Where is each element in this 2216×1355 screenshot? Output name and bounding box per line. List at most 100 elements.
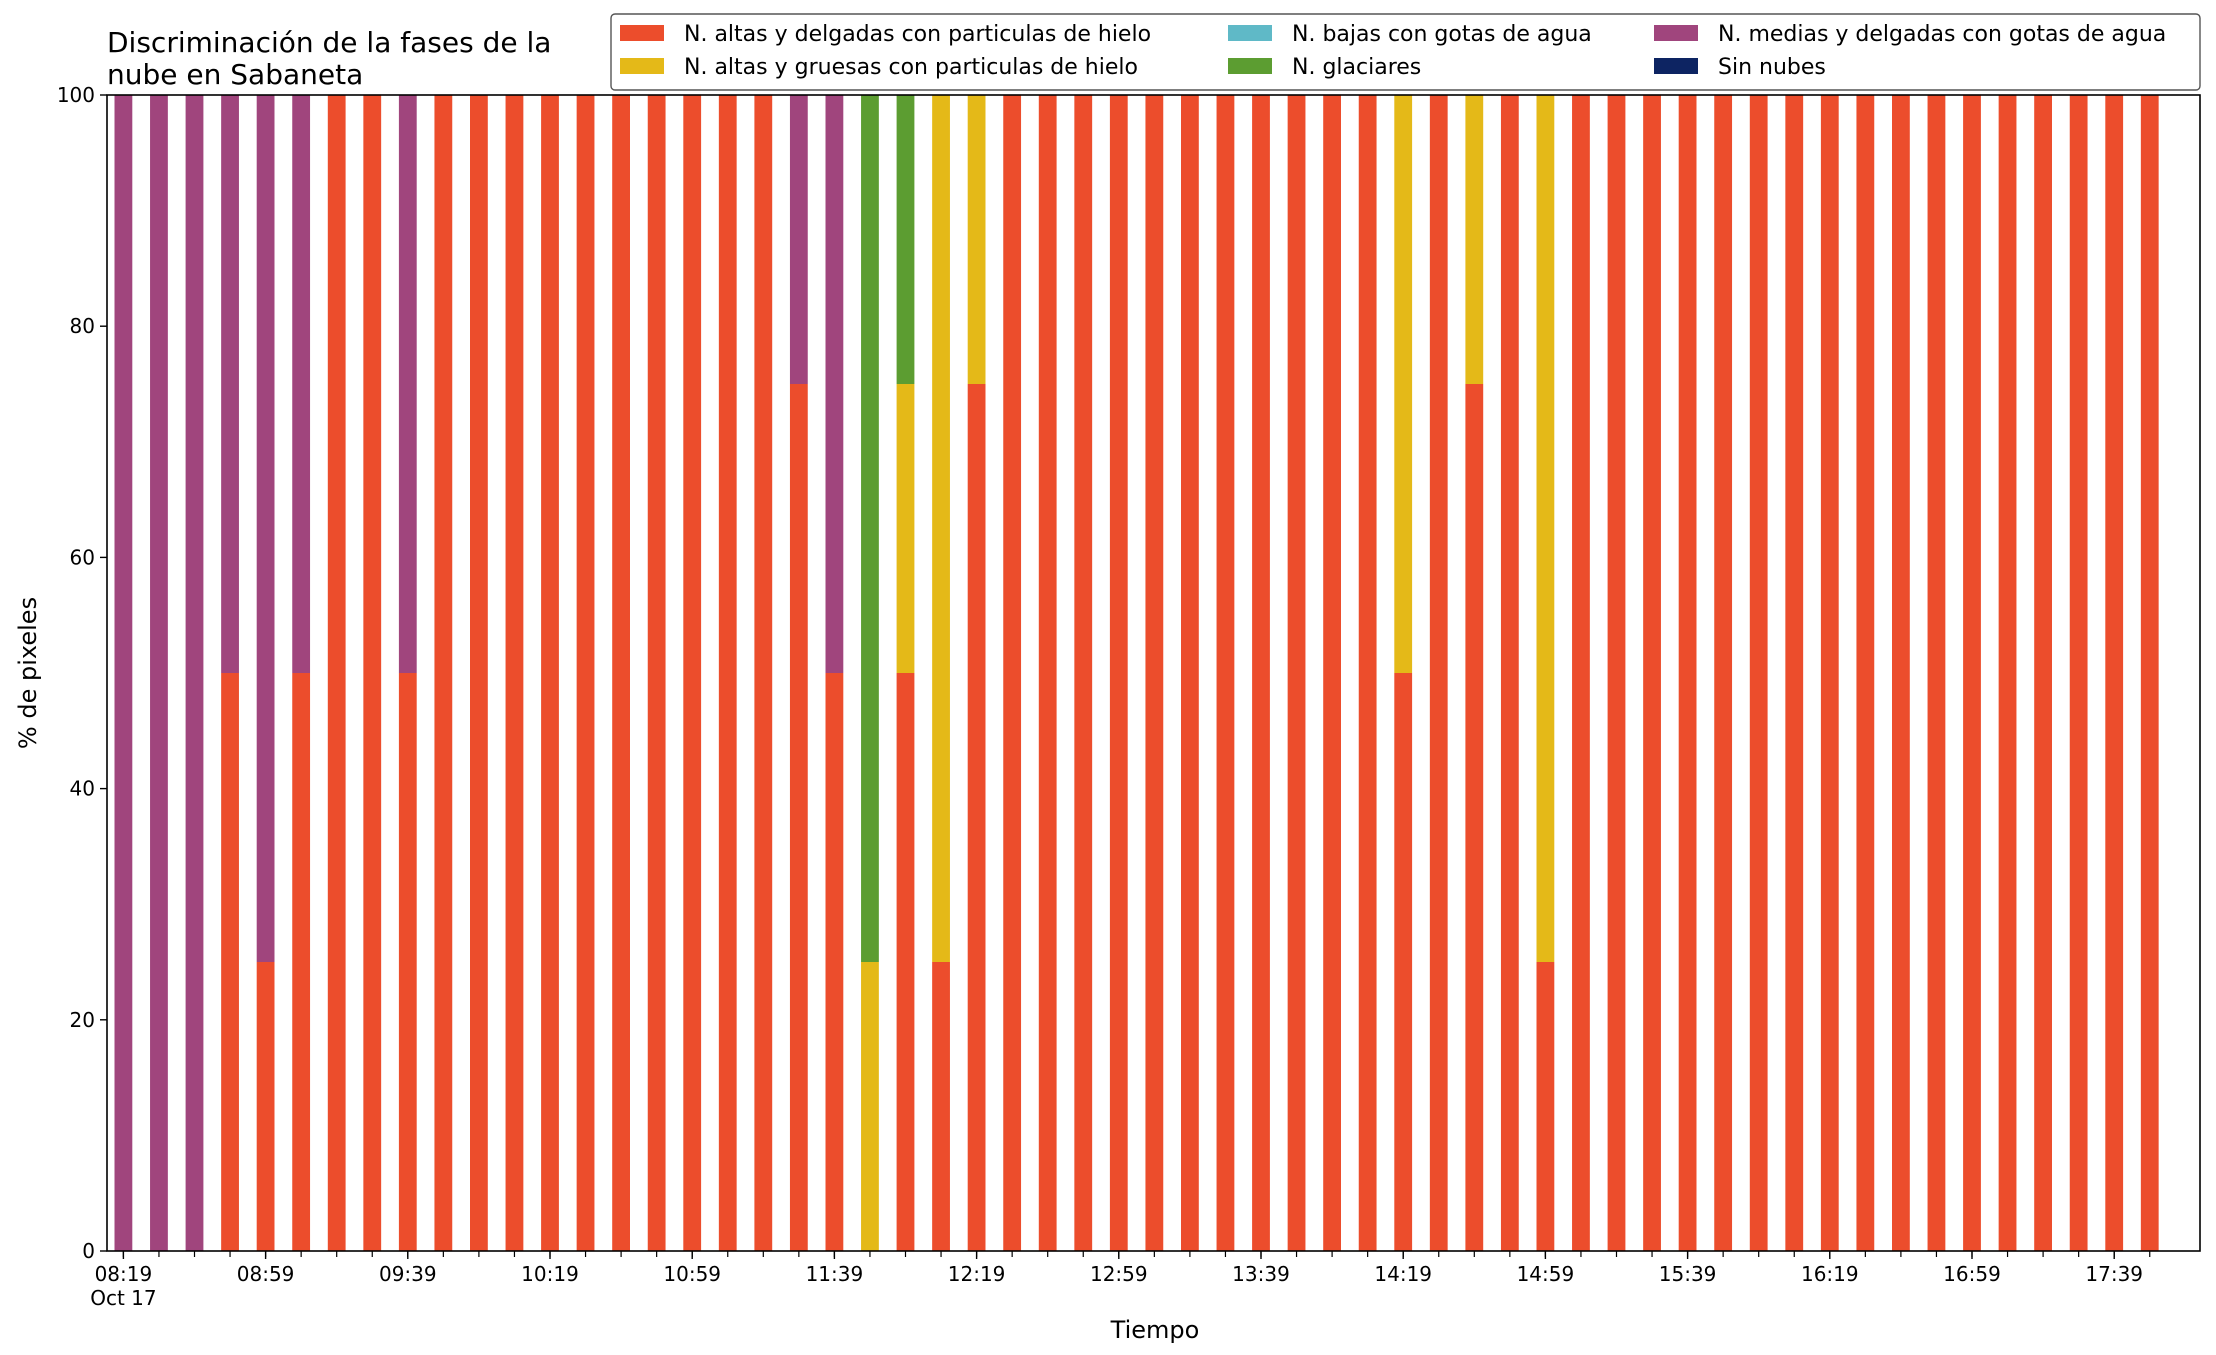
legend-label-3: N. glaciares — [1292, 55, 1421, 80]
bar-segment-28-series-0 — [1109, 95, 1128, 1251]
x-tick-label: 16:59 — [1943, 1262, 2001, 1286]
bar-segment-27-series-0 — [1074, 95, 1093, 1251]
bar-segment-4-series-4 — [256, 95, 275, 962]
bar-segment-3-series-0 — [221, 673, 239, 1251]
bar-segment-51-series-0 — [1927, 95, 1946, 1251]
bar-segment-3-series-4 — [221, 95, 239, 673]
x-tick-label: 10:59 — [663, 1262, 721, 1286]
bar-segment-36-series-1 — [1394, 95, 1413, 673]
bar-segment-19-series-0 — [789, 384, 808, 1251]
bar-segment-32-series-0 — [1252, 95, 1270, 1251]
x-tick-label: 11:39 — [806, 1262, 864, 1286]
x-tick-sublabel: Oct 17 — [90, 1286, 156, 1310]
legend-label-1: N. altas y gruesas con particulas de hie… — [684, 55, 1138, 80]
bar-segment-23-series-0 — [932, 962, 950, 1251]
x-tick-label: 09:39 — [379, 1262, 437, 1286]
x-tick-label: 14:19 — [1374, 1262, 1432, 1286]
bar-segment-35-series-0 — [1358, 95, 1377, 1251]
legend-box — [610, 13, 2201, 91]
bar-segment-42-series-0 — [1607, 95, 1626, 1251]
x-tick-label: 13:39 — [1232, 1262, 1290, 1286]
legend-swatch-5 — [1654, 58, 1698, 74]
bar-segment-43-series-0 — [1643, 95, 1661, 1251]
y-tick-label: 100 — [57, 83, 95, 107]
bar-segment-5-series-0 — [292, 673, 311, 1251]
bar-segment-30-series-0 — [1181, 95, 1199, 1251]
chart-title-line-1: Discriminación de la fases de la — [107, 26, 551, 59]
bar-segment-2-series-4 — [185, 95, 204, 1251]
bars-layer — [114, 95, 2159, 1251]
bar-segment-23-series-1 — [932, 95, 950, 962]
bar-segment-53-series-0 — [1998, 95, 2017, 1251]
bar-segment-55-series-0 — [2069, 95, 2088, 1251]
bar-segment-26-series-0 — [1038, 95, 1057, 1251]
bar-segment-49-series-0 — [1856, 95, 1875, 1251]
legend-label-4: N. medias y delgadas con gotas de agua — [1718, 22, 2166, 47]
bar-segment-40-series-1 — [1536, 95, 1555, 962]
bar-segment-7-series-0 — [363, 95, 382, 1251]
bar-segment-10-series-0 — [470, 95, 488, 1251]
bar-segment-40-series-0 — [1536, 962, 1555, 1251]
legend-swatch-0 — [620, 25, 664, 41]
bar-segment-24-series-1 — [967, 95, 986, 384]
bar-segment-22-series-0 — [896, 673, 915, 1251]
bar-segment-22-series-3 — [896, 95, 915, 384]
bar-segment-41-series-0 — [1572, 95, 1590, 1251]
chart-title-line-2: nube en Sabaneta — [107, 58, 363, 91]
legend: N. altas y delgadas con particulas de hi… — [610, 13, 2201, 91]
bar-segment-34-series-0 — [1323, 95, 1341, 1251]
y-tick-label: 0 — [82, 1239, 95, 1263]
bar-segment-22-series-1 — [896, 384, 915, 673]
bar-segment-54-series-0 — [2034, 95, 2052, 1251]
bar-segment-19-series-4 — [789, 95, 808, 384]
bar-segment-9-series-0 — [434, 95, 453, 1251]
x-tick-label: 16:19 — [1801, 1262, 1859, 1286]
bar-segment-14-series-0 — [612, 95, 630, 1251]
y-tick-label: 40 — [70, 777, 95, 801]
legend-label-0: N. altas y delgadas con particulas de hi… — [684, 22, 1151, 47]
x-tick-label: 08:19 — [95, 1262, 153, 1286]
x-tick-label: 15:39 — [1659, 1262, 1717, 1286]
bar-segment-33-series-0 — [1287, 95, 1306, 1251]
y-tick-label: 80 — [70, 314, 95, 338]
bar-segment-37-series-0 — [1429, 95, 1448, 1251]
bar-segment-0-series-4 — [114, 95, 133, 1251]
bar-segment-52-series-0 — [1963, 95, 1981, 1251]
legend-swatch-2 — [1228, 25, 1272, 41]
bar-segment-16-series-0 — [683, 95, 702, 1251]
x-tick-label: 12:19 — [948, 1262, 1006, 1286]
y-axis-label: % de pixeles — [14, 597, 42, 749]
bar-segment-21-series-3 — [861, 95, 879, 962]
x-tick-label: 08:59 — [237, 1262, 295, 1286]
bar-segment-45-series-0 — [1714, 95, 1733, 1251]
x-tick-label: 12:59 — [1090, 1262, 1148, 1286]
bar-segment-4-series-0 — [256, 962, 275, 1251]
bar-segment-38-series-1 — [1465, 95, 1484, 384]
bar-segment-48-series-0 — [1820, 95, 1839, 1251]
bar-segment-6-series-0 — [327, 95, 346, 1251]
bar-segment-25-series-0 — [1003, 95, 1022, 1251]
bar-segment-20-series-4 — [825, 95, 844, 673]
axes-layer — [106, 94, 2201, 1252]
bar-segment-57-series-0 — [2140, 95, 2159, 1251]
y-tick-label: 20 — [70, 1008, 95, 1032]
bar-segment-39-series-0 — [1500, 95, 1519, 1251]
bar-segment-24-series-0 — [967, 384, 986, 1251]
x-tick-label: 14:59 — [1517, 1262, 1575, 1286]
x-axis-label: Tiempo — [1110, 1316, 1200, 1344]
bar-segment-18-series-0 — [754, 95, 773, 1251]
bar-segment-20-series-0 — [825, 673, 844, 1251]
y-tick-label: 60 — [70, 545, 95, 569]
bar-segment-17-series-0 — [718, 95, 737, 1251]
legend-swatch-3 — [1228, 58, 1272, 74]
bar-segment-50-series-0 — [1892, 95, 1910, 1251]
bar-segment-47-series-0 — [1785, 95, 1804, 1251]
bar-segment-38-series-0 — [1465, 384, 1484, 1251]
bar-segment-36-series-0 — [1394, 673, 1413, 1251]
bar-segment-21-series-1 — [861, 962, 879, 1251]
legend-swatch-4 — [1654, 25, 1698, 41]
bar-segment-29-series-0 — [1145, 95, 1164, 1251]
bar-segment-44-series-0 — [1678, 95, 1697, 1251]
